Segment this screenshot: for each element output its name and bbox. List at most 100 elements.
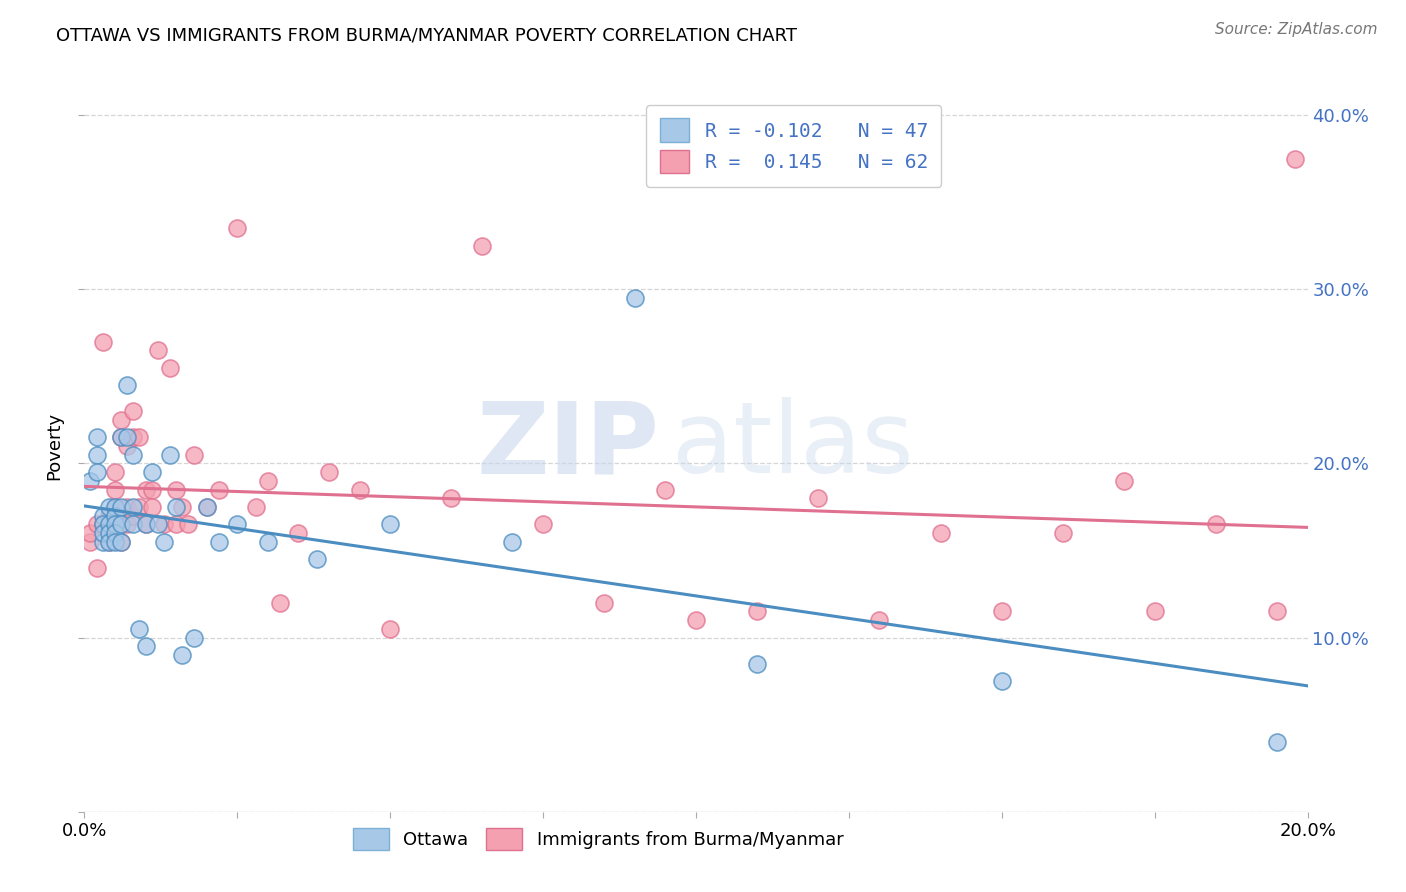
Point xyxy=(91,517,114,532)
Point xyxy=(257,534,280,549)
Point xyxy=(91,526,114,541)
Point xyxy=(104,500,127,514)
Point xyxy=(349,483,371,497)
Point xyxy=(269,596,291,610)
Point xyxy=(1265,604,1288,618)
Point xyxy=(110,534,132,549)
Point xyxy=(177,517,200,532)
Point xyxy=(115,378,138,392)
Point xyxy=(195,500,218,514)
Point xyxy=(1052,526,1074,541)
Point xyxy=(593,596,616,610)
Point xyxy=(104,526,127,541)
Text: OTTAWA VS IMMIGRANTS FROM BURMA/MYANMAR POVERTY CORRELATION CHART: OTTAWA VS IMMIGRANTS FROM BURMA/MYANMAR … xyxy=(56,27,797,45)
Point xyxy=(110,430,132,444)
Point xyxy=(141,465,163,479)
Point xyxy=(86,561,108,575)
Point xyxy=(79,526,101,541)
Point xyxy=(86,465,108,479)
Point xyxy=(122,508,145,523)
Point xyxy=(287,526,309,541)
Point xyxy=(122,500,145,514)
Point xyxy=(226,517,249,532)
Point xyxy=(97,517,120,532)
Point xyxy=(991,674,1014,689)
Point xyxy=(104,500,127,514)
Point xyxy=(104,483,127,497)
Point xyxy=(654,483,676,497)
Point xyxy=(86,430,108,444)
Point xyxy=(502,534,524,549)
Point xyxy=(624,291,647,305)
Point xyxy=(104,465,127,479)
Point xyxy=(122,448,145,462)
Point xyxy=(318,465,340,479)
Point xyxy=(115,439,138,453)
Text: Source: ZipAtlas.com: Source: ZipAtlas.com xyxy=(1215,22,1378,37)
Point xyxy=(471,238,494,252)
Point xyxy=(104,508,127,523)
Point xyxy=(991,604,1014,618)
Point xyxy=(226,221,249,235)
Point xyxy=(183,448,205,462)
Point xyxy=(141,500,163,514)
Point xyxy=(159,360,181,375)
Point xyxy=(165,517,187,532)
Point xyxy=(208,534,231,549)
Point xyxy=(122,430,145,444)
Text: ZIP: ZIP xyxy=(477,398,659,494)
Point xyxy=(135,483,157,497)
Point xyxy=(91,508,114,523)
Point xyxy=(183,631,205,645)
Point xyxy=(440,491,463,506)
Point xyxy=(165,500,187,514)
Point xyxy=(128,622,150,636)
Point xyxy=(110,413,132,427)
Point xyxy=(122,517,145,532)
Point xyxy=(104,517,127,532)
Point xyxy=(807,491,830,506)
Point xyxy=(747,657,769,671)
Point xyxy=(929,526,952,541)
Point xyxy=(86,448,108,462)
Point xyxy=(380,622,402,636)
Point xyxy=(110,500,132,514)
Point xyxy=(97,534,120,549)
Point xyxy=(531,517,554,532)
Point xyxy=(115,500,138,514)
Point xyxy=(97,534,120,549)
Point xyxy=(91,534,114,549)
Point xyxy=(195,500,218,514)
Point xyxy=(1114,474,1136,488)
Point xyxy=(97,508,120,523)
Point xyxy=(128,430,150,444)
Text: atlas: atlas xyxy=(672,398,912,494)
Point xyxy=(245,500,267,514)
Point xyxy=(685,613,707,627)
Point xyxy=(747,604,769,618)
Point xyxy=(159,448,181,462)
Point xyxy=(128,500,150,514)
Point xyxy=(153,534,176,549)
Point xyxy=(79,474,101,488)
Point xyxy=(165,483,187,497)
Point xyxy=(208,483,231,497)
Point xyxy=(172,500,194,514)
Point xyxy=(141,483,163,497)
Point xyxy=(91,334,114,349)
Point xyxy=(79,534,101,549)
Point xyxy=(122,404,145,418)
Point xyxy=(97,526,120,541)
Point xyxy=(153,517,176,532)
Point xyxy=(257,474,280,488)
Point xyxy=(1265,735,1288,749)
Point xyxy=(110,430,132,444)
Point xyxy=(380,517,402,532)
Point xyxy=(135,640,157,654)
Y-axis label: Poverty: Poverty xyxy=(45,412,63,480)
Point xyxy=(135,517,157,532)
Point xyxy=(172,648,194,662)
Point xyxy=(115,517,138,532)
Point xyxy=(86,517,108,532)
Point xyxy=(1284,152,1306,166)
